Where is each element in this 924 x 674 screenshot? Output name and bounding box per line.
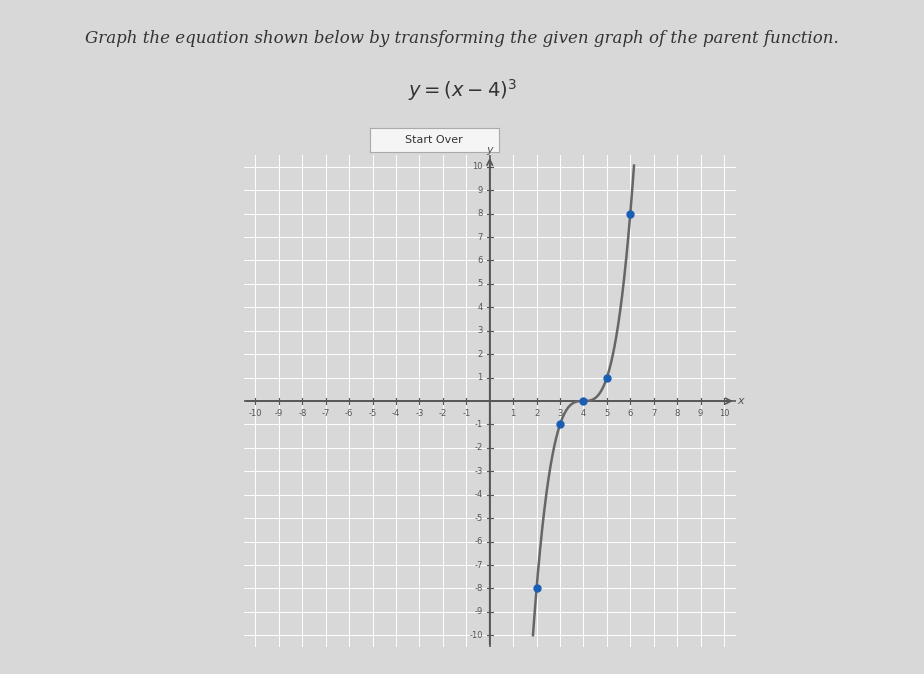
Text: -8: -8 xyxy=(474,584,482,593)
Text: 1: 1 xyxy=(478,373,482,382)
Text: 3: 3 xyxy=(478,326,482,335)
Text: -3: -3 xyxy=(474,467,482,476)
Text: y: y xyxy=(486,146,493,155)
Text: 1: 1 xyxy=(511,409,516,419)
Text: 6: 6 xyxy=(627,409,633,419)
Text: 8: 8 xyxy=(478,209,482,218)
Text: 7: 7 xyxy=(478,233,482,241)
Text: 7: 7 xyxy=(651,409,656,419)
Text: 2: 2 xyxy=(534,409,540,419)
Text: 3: 3 xyxy=(557,409,563,419)
Text: 4: 4 xyxy=(581,409,586,419)
Text: -1: -1 xyxy=(474,420,482,429)
Text: 5: 5 xyxy=(604,409,610,419)
Text: -6: -6 xyxy=(474,537,482,546)
Text: -2: -2 xyxy=(439,409,447,419)
Text: -6: -6 xyxy=(345,409,353,419)
Text: -7: -7 xyxy=(322,409,330,419)
Text: -4: -4 xyxy=(392,409,400,419)
Text: -5: -5 xyxy=(474,514,482,522)
Text: 2: 2 xyxy=(478,350,482,359)
Text: -9: -9 xyxy=(474,607,482,617)
Text: -8: -8 xyxy=(298,409,307,419)
Text: 6: 6 xyxy=(478,256,482,265)
Text: -2: -2 xyxy=(474,443,482,452)
Text: -10: -10 xyxy=(469,631,482,640)
Text: 8: 8 xyxy=(675,409,680,419)
Text: -9: -9 xyxy=(274,409,283,419)
Text: 5: 5 xyxy=(478,280,482,288)
Text: -7: -7 xyxy=(474,561,482,570)
Text: -4: -4 xyxy=(474,490,482,499)
Text: $y = (x-4)^3$: $y = (x-4)^3$ xyxy=(407,78,517,103)
Text: 9: 9 xyxy=(698,409,703,419)
Text: -3: -3 xyxy=(415,409,423,419)
Text: 10: 10 xyxy=(719,409,729,419)
Text: Start Over: Start Over xyxy=(406,135,463,145)
Text: x: x xyxy=(737,396,744,406)
Text: -5: -5 xyxy=(369,409,377,419)
Text: 9: 9 xyxy=(478,185,482,195)
Text: 10: 10 xyxy=(472,162,482,171)
Text: 4: 4 xyxy=(478,303,482,312)
Text: -1: -1 xyxy=(462,409,470,419)
Text: Graph the equation shown below by transforming the given graph of the parent fun: Graph the equation shown below by transf… xyxy=(85,30,839,47)
Text: -10: -10 xyxy=(249,409,262,419)
